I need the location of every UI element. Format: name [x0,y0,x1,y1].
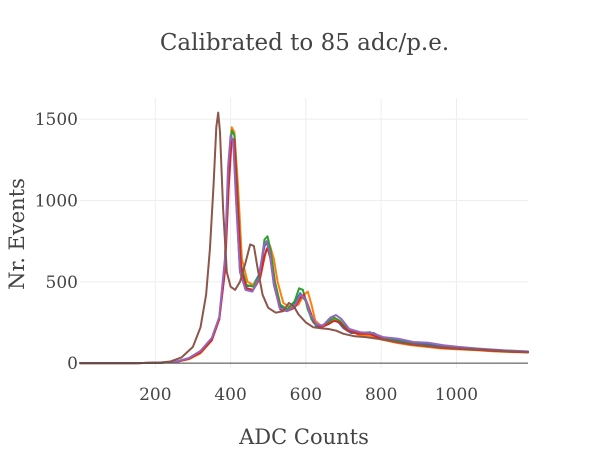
series-lines [79,111,529,365]
y-tick-label: 500 [46,273,78,293]
y-axis-title: Nr. Events [5,178,29,290]
x-tick-label: 400 [214,385,246,405]
axes: 200 400 600 800 1000 0 500 1000 1500 [35,110,528,405]
x-tick-label: 200 [139,385,171,405]
grid [80,98,528,368]
series-line-2 [79,126,529,365]
x-tick-label: 600 [290,385,322,405]
series-line-5 [79,134,529,365]
series-line-3 [79,129,529,365]
y-tick-label: 0 [67,354,78,374]
y-tick-label: 1500 [35,110,78,130]
chart-title: Calibrated to 85 adc/p.e. [160,30,449,56]
x-tick-label: 1000 [435,385,478,405]
series-line-4 [79,137,529,365]
x-axis-title: ADC Counts [238,425,369,449]
y-tick-label: 1000 [35,191,78,211]
x-tick-label: 800 [365,385,397,405]
series-line-6 [79,111,529,365]
series-line-1 [79,136,529,365]
